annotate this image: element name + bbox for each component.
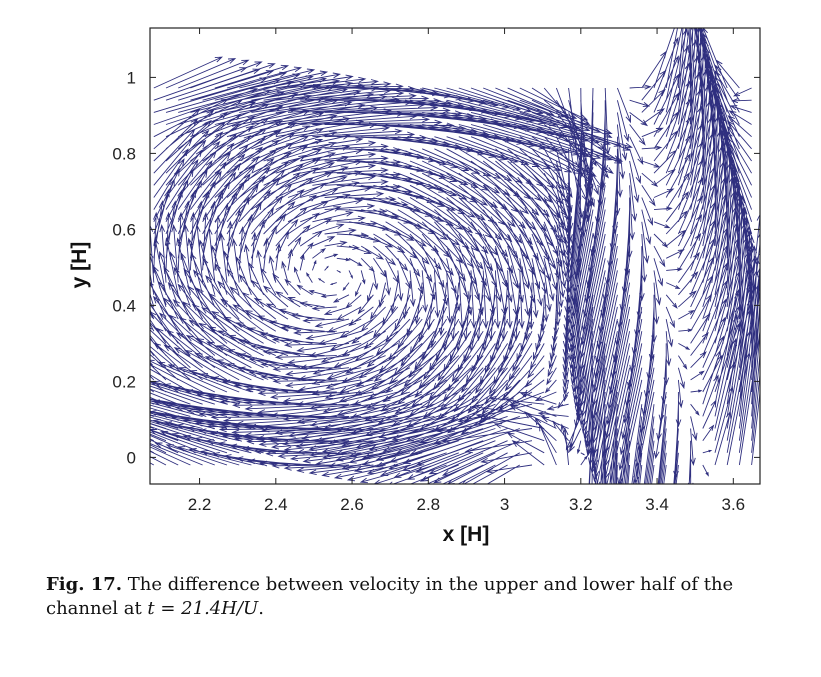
plot-frame bbox=[149, 27, 761, 485]
y-tick-label: 0 bbox=[127, 448, 136, 467]
caption-text: The difference between velocity in the u… bbox=[46, 574, 734, 619]
x-tick-label: 2.6 bbox=[340, 495, 364, 514]
x-tick-label: 3.6 bbox=[721, 495, 745, 514]
y-axis-title: y [H] bbox=[68, 242, 91, 289]
x-tick-label: 3 bbox=[500, 495, 509, 514]
x-tick-label: 3.2 bbox=[569, 495, 593, 514]
x-tick-label: 2.2 bbox=[188, 495, 212, 514]
velocity-arrows bbox=[150, 28, 760, 484]
y-tick-label: 0.2 bbox=[112, 372, 136, 391]
figure-caption: Fig. 17. The difference between velocity… bbox=[46, 573, 786, 621]
y-tick-label: 0.6 bbox=[112, 220, 136, 239]
x-tick-label: 2.4 bbox=[264, 495, 288, 514]
caption-end: . bbox=[258, 598, 264, 619]
y-tick-label: 0.8 bbox=[112, 144, 136, 163]
x-tick-label: 3.4 bbox=[645, 495, 669, 514]
y-tick-label: 1 bbox=[127, 68, 136, 87]
x-tick-label: 2.8 bbox=[416, 495, 440, 514]
y-tick-label: 0.4 bbox=[112, 296, 136, 315]
caption-label: Fig. 17. bbox=[46, 574, 123, 595]
quiver-chart: 2.2 2.4 2.6 2.8 3 3.2 3.4 3.6 0 0.2 0.4 0.6 0.8 1 x … bbox=[68, 27, 761, 546]
x-axis-title: x [H] bbox=[443, 523, 490, 546]
y-axis: 0 0.2 0.4 0.6 0.8 1 bbox=[112, 68, 760, 467]
vector-field bbox=[150, 28, 760, 484]
caption-math: t = 21.4H/U bbox=[147, 598, 259, 619]
x-axis: 2.2 2.4 2.6 2.8 3 3.2 3.4 3.6 bbox=[188, 28, 745, 514]
